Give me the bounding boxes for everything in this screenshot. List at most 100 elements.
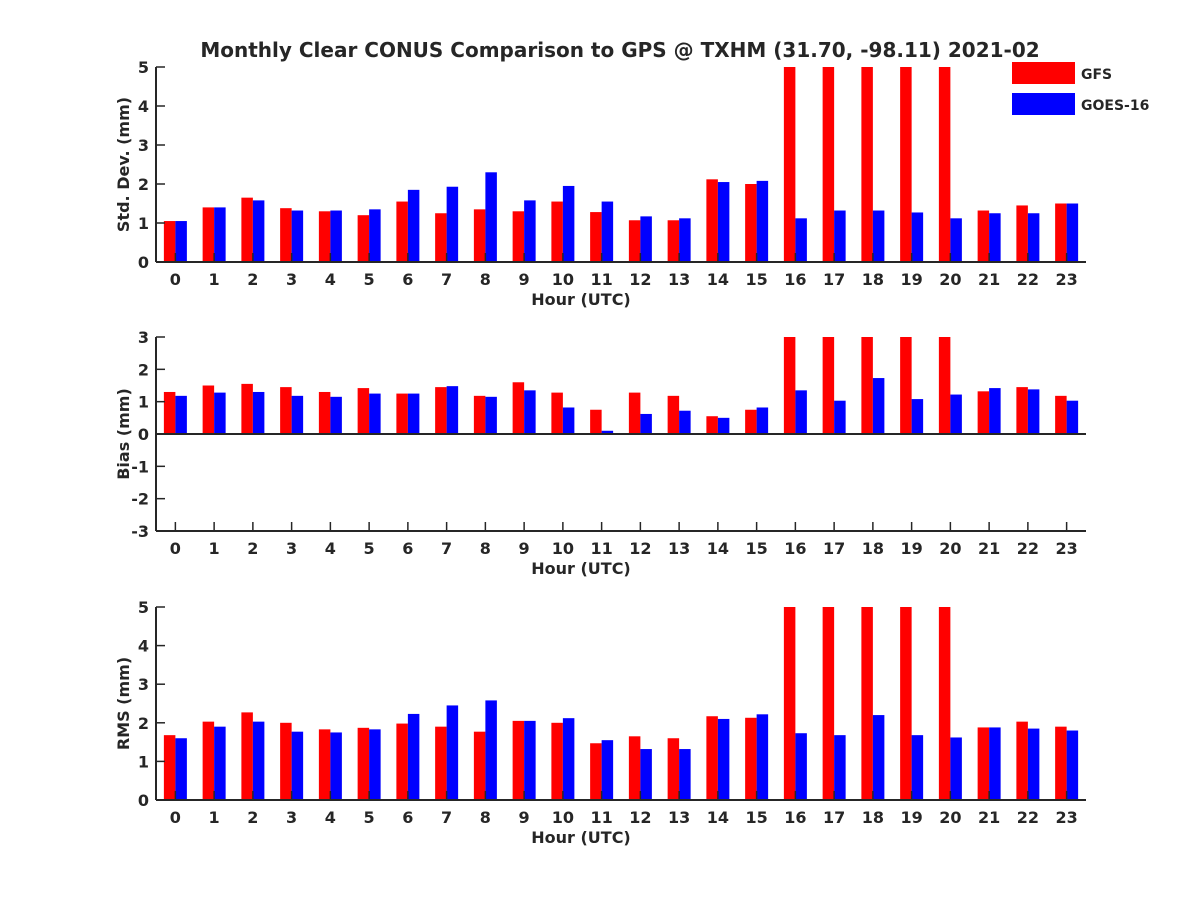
bar — [175, 738, 187, 800]
x-tick-label: 15 — [745, 808, 767, 827]
bar — [938, 67, 951, 262]
bar — [590, 212, 602, 262]
bar — [717, 417, 730, 434]
bar — [795, 218, 807, 262]
bar — [318, 729, 331, 800]
x-tick-label: 22 — [1017, 539, 1039, 558]
x-tick-label: 10 — [552, 270, 574, 289]
x-tick-label: 4 — [325, 270, 336, 289]
bar — [601, 740, 614, 800]
y-tick-label: -1 — [131, 457, 149, 476]
bar — [485, 172, 497, 262]
x-tick-label: 1 — [209, 539, 220, 558]
bar — [679, 410, 691, 434]
bar — [318, 211, 331, 262]
y-tick-label: 2 — [138, 360, 149, 379]
bar — [822, 337, 835, 434]
bar — [435, 387, 447, 434]
bar — [291, 395, 304, 434]
bar — [667, 738, 680, 800]
x-tick-label: 6 — [402, 539, 413, 558]
x-axis-label: Hour (UTC) — [531, 828, 631, 847]
bar — [706, 416, 718, 434]
bar — [551, 392, 563, 434]
bar — [318, 391, 331, 434]
x-tick-label: 13 — [668, 808, 690, 827]
x-tick-label: 9 — [519, 539, 530, 558]
x-tick-label: 6 — [402, 270, 413, 289]
x-tick-label: 19 — [900, 539, 922, 558]
bar — [396, 201, 408, 262]
y-tick-label: -3 — [131, 522, 149, 541]
bar — [745, 717, 757, 800]
x-tick-label: 5 — [364, 270, 375, 289]
bar — [524, 390, 536, 434]
x-tick-label: 1 — [209, 270, 220, 289]
y-tick-label: 3 — [138, 328, 149, 347]
bar — [396, 393, 408, 434]
bar — [679, 749, 691, 800]
bar — [911, 735, 924, 800]
x-tick-label: 2 — [247, 539, 258, 558]
bar — [900, 607, 912, 800]
bar — [756, 180, 769, 262]
bar — [214, 207, 226, 262]
bar — [640, 749, 652, 800]
bar — [834, 735, 846, 800]
legend-label: GFS — [1081, 67, 1112, 83]
bar — [252, 391, 265, 434]
bar — [1027, 389, 1040, 434]
bar — [900, 337, 912, 434]
bar — [1027, 213, 1040, 262]
bar — [667, 220, 680, 262]
x-tick-label: 3 — [286, 808, 297, 827]
bar — [861, 337, 873, 434]
legend: GFS GOES-16 — [1012, 62, 1149, 115]
x-tick-label: 18 — [862, 539, 884, 558]
series-goes-16 — [175, 172, 1079, 262]
bar — [241, 197, 253, 262]
x-tick-label: 12 — [629, 808, 651, 827]
bar — [252, 721, 265, 800]
y-tick-label: 1 — [138, 752, 149, 771]
bar — [473, 731, 486, 800]
bar — [861, 607, 873, 800]
bar — [977, 391, 990, 434]
x-tick-label: 20 — [939, 270, 961, 289]
y-tick-label: 2 — [138, 175, 149, 194]
legend-swatch-gfs — [1012, 62, 1075, 84]
bar — [562, 718, 575, 800]
bar — [795, 390, 807, 434]
x-tick-label: 0 — [170, 808, 181, 827]
x-tick-label: 0 — [170, 539, 181, 558]
bar — [512, 211, 525, 262]
bar — [446, 186, 459, 262]
bar — [783, 607, 796, 800]
bar — [1055, 395, 1067, 434]
x-tick-label: 17 — [823, 270, 845, 289]
x-tick-label: 9 — [519, 808, 530, 827]
y-tick-label: 0 — [138, 791, 149, 810]
y-axis-label: Bias (mm) — [114, 388, 133, 480]
bar — [977, 210, 990, 262]
x-tick-label: 3 — [286, 270, 297, 289]
bar — [357, 215, 370, 262]
bar — [163, 221, 176, 262]
bar — [330, 732, 342, 800]
bar — [330, 396, 342, 434]
x-tick-label: 5 — [364, 539, 375, 558]
bar — [911, 399, 924, 434]
y-tick-label: 1 — [138, 214, 149, 233]
y-tick-label: 5 — [138, 598, 149, 617]
bar — [822, 607, 835, 800]
bar — [1055, 726, 1067, 800]
bar — [551, 722, 563, 800]
bar — [407, 393, 420, 434]
x-tick-label: 23 — [1055, 539, 1077, 558]
x-tick-label: 7 — [441, 539, 452, 558]
x-tick-label: 22 — [1017, 270, 1039, 289]
bar — [357, 727, 370, 800]
bar — [706, 179, 718, 262]
bar — [396, 723, 408, 800]
bar — [1055, 203, 1067, 262]
